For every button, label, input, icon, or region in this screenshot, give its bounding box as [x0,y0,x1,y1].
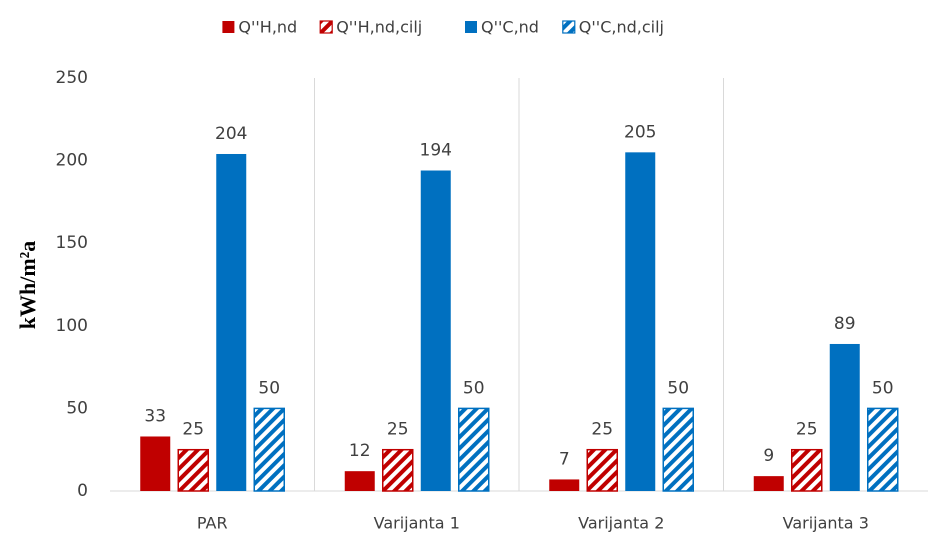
legend-label: Q''C,nd [481,18,539,37]
data-label: 25 [796,420,818,440]
data-label: 33 [144,406,166,426]
bar [458,407,490,492]
bar [625,152,656,491]
legend-label: Q''H,nd [238,18,297,37]
bar [253,407,285,492]
bar [177,448,209,492]
data-label: 25 [387,420,409,440]
data-label: 194 [420,141,452,161]
y-tick-label: 250 [56,68,88,88]
legend-swatch [319,20,333,34]
x-tick-label: Varijanta 3 [783,514,869,533]
legend-swatch [562,20,576,34]
y-tick-label: 100 [56,316,88,336]
legend-swatch [465,21,477,33]
legend-label: Q''H,nd,cilj [336,18,422,37]
bar [586,448,618,492]
legend-label: Q''C,nd,cilj [579,18,664,37]
bar [216,153,247,491]
data-label: 50 [872,378,894,398]
legend-swatch [222,21,235,33]
bar [829,343,860,491]
y-tick-label: 200 [56,151,88,171]
bar [791,448,823,492]
x-tick-label: Varijanta 2 [578,514,664,533]
data-label: 89 [834,314,856,334]
bar [549,479,580,491]
data-label: 50 [667,378,689,398]
data-label: 7 [559,449,570,469]
bar [662,407,694,492]
y-tick-label: 50 [66,398,88,418]
y-tick-label: 0 [77,481,88,501]
bar [344,471,375,491]
y-tick-label: 150 [56,233,88,253]
data-label: 205 [624,122,656,142]
data-label: 25 [182,420,204,440]
data-label: 25 [591,420,613,440]
data-label: 50 [463,378,485,398]
bar [867,407,899,492]
data-label: 12 [349,441,371,461]
bar [140,436,171,491]
data-label: 9 [763,446,774,466]
bar [420,170,451,491]
bar [382,448,414,492]
x-tick-label: PAR [197,514,228,533]
data-label: 204 [215,124,247,144]
x-tick-label: Varijanta 1 [374,514,460,533]
y-axis-title: kWh/m²a [15,241,40,330]
data-label: 50 [258,378,280,398]
bar [753,476,784,491]
